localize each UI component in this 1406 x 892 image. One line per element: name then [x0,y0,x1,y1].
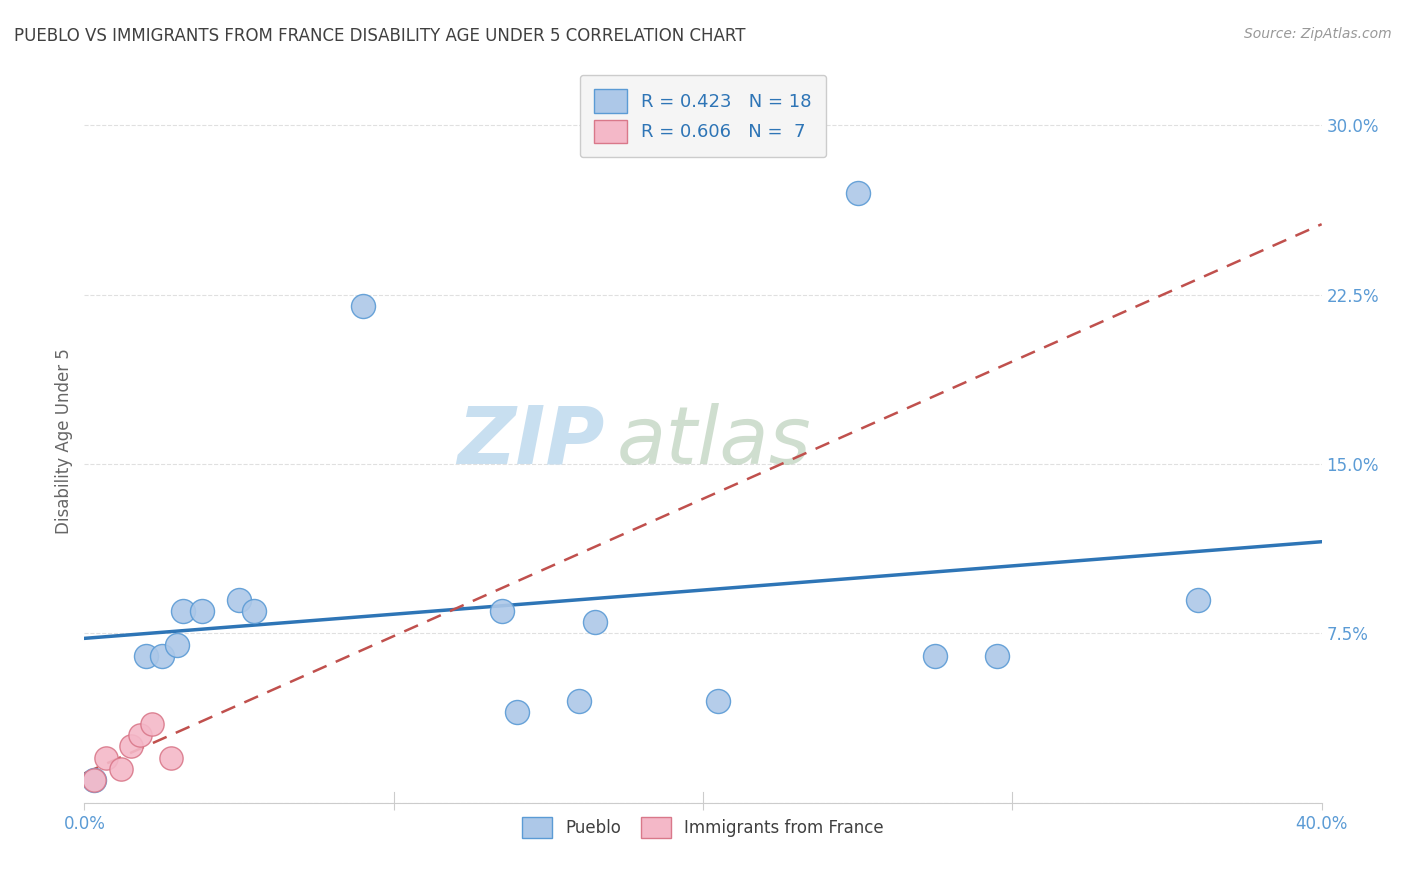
Point [94,750,117,764]
Point [135,648,157,663]
Point [707,694,730,708]
Point [491,604,513,618]
Point [243,604,266,618]
Point [110,762,132,776]
Point [986,648,1008,663]
Point [352,299,374,313]
Point [846,186,869,201]
Text: PUEBLO VS IMMIGRANTS FROM FRANCE DISABILITY AGE UNDER 5 CORRELATION CHART: PUEBLO VS IMMIGRANTS FROM FRANCE DISABIL… [14,27,745,45]
Point [506,706,529,720]
Point [1187,592,1209,607]
Point [83,773,105,788]
Point [150,648,173,663]
Point [129,728,152,742]
Point [191,604,214,618]
Point [83,773,105,788]
Text: ZIP: ZIP [457,402,605,481]
Point [172,604,194,618]
Y-axis label: Disability Age Under 5: Disability Age Under 5 [55,349,73,534]
Text: Source: ZipAtlas.com: Source: ZipAtlas.com [1244,27,1392,41]
Legend: Pueblo, Immigrants from France: Pueblo, Immigrants from France [515,810,891,845]
Text: atlas: atlas [616,402,811,481]
Point [166,638,188,652]
Point [583,615,606,630]
Point [228,592,250,607]
Point [568,694,591,708]
Point [160,750,183,764]
Point [141,716,163,731]
Point [120,739,142,754]
Point [924,648,946,663]
